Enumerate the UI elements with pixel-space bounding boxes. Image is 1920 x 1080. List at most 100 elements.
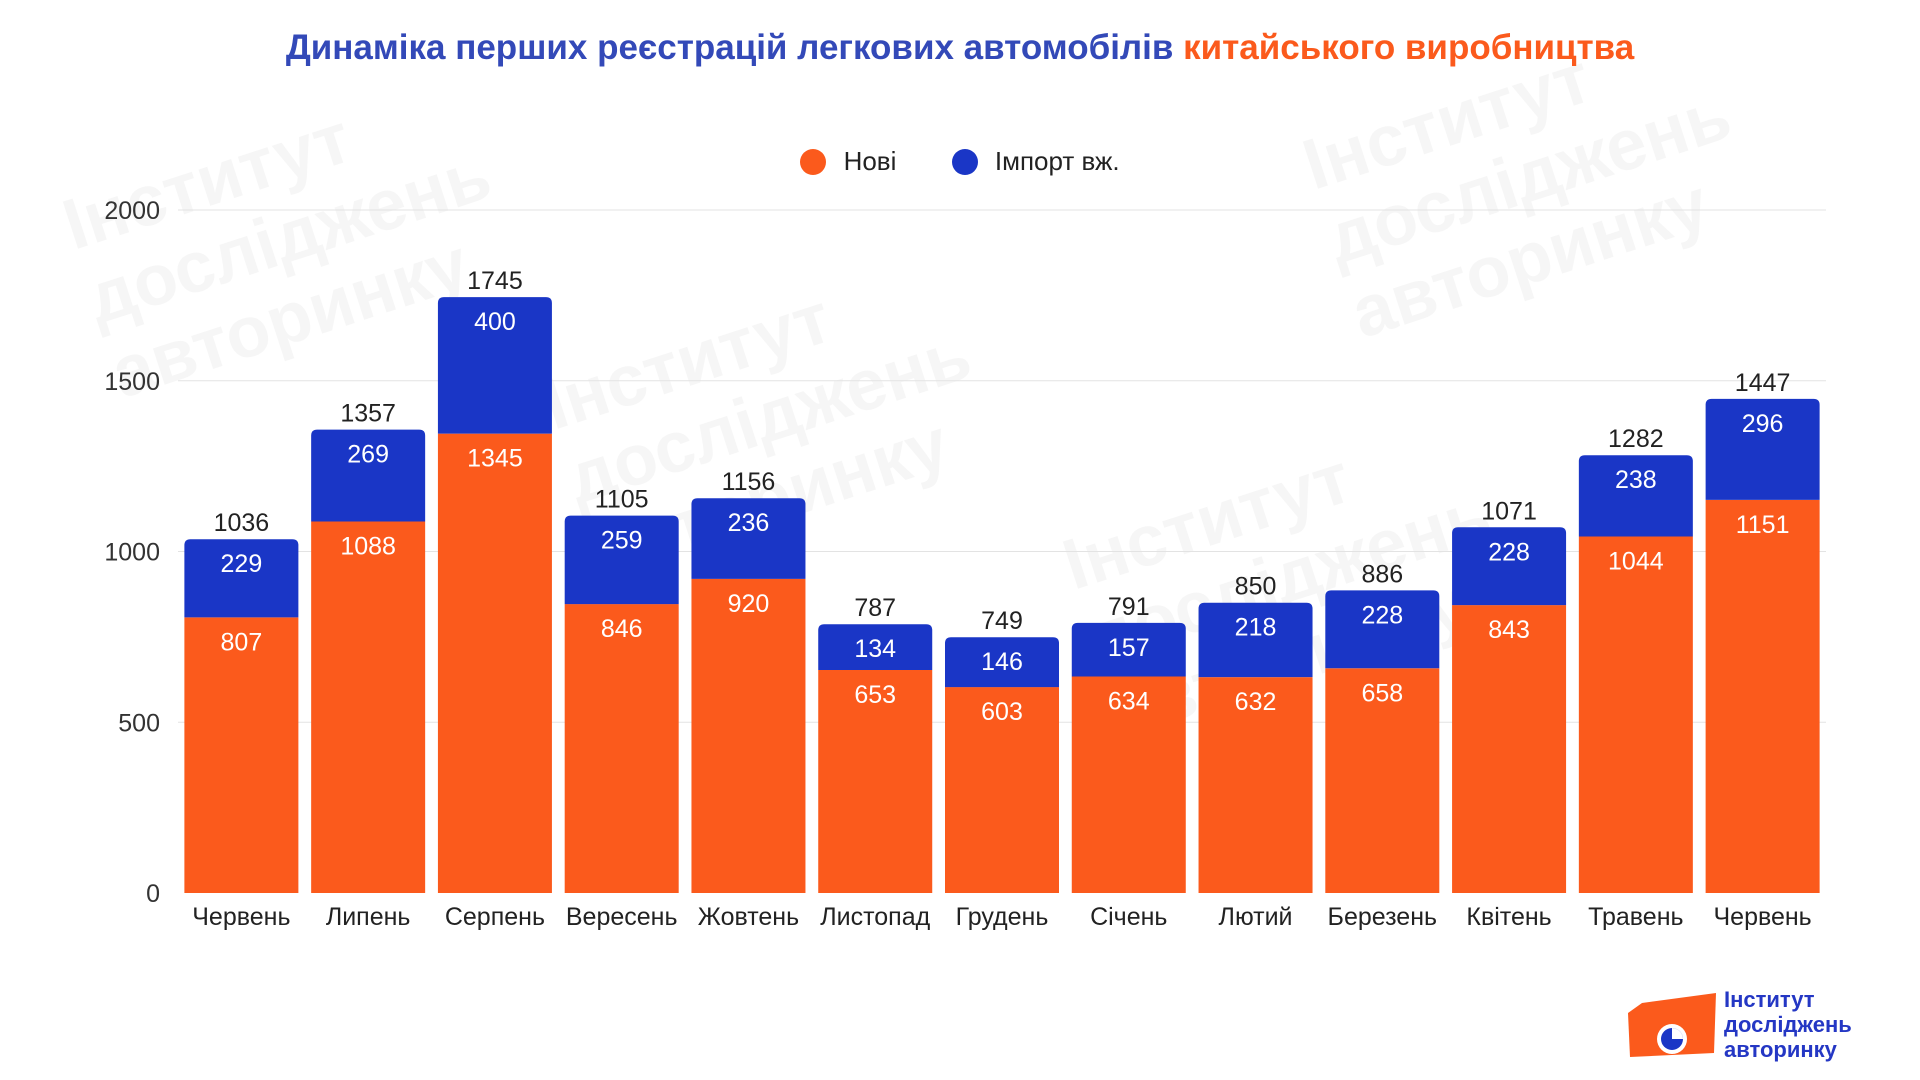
- bar-segment-import: [691, 498, 806, 579]
- bar-segment-import: [1325, 590, 1440, 669]
- bar-segment-import: [1452, 527, 1567, 606]
- x-tick-label: Вересень: [566, 903, 678, 931]
- data-label-total: 886: [1361, 560, 1403, 588]
- institute-logo: Інститут досліджень авторинку: [1624, 983, 1884, 1063]
- bar-segment-new: [564, 604, 679, 893]
- data-label-total: 1357: [340, 400, 396, 428]
- data-label-total: 1071: [1481, 497, 1537, 525]
- legend-item-new: Нові: [800, 146, 896, 177]
- bar-segment-import: [1705, 398, 1820, 500]
- data-label-new: 634: [1108, 687, 1150, 715]
- bar-segment-import: [437, 297, 552, 434]
- x-tick-label: Квітень: [1466, 903, 1551, 931]
- data-label-new: 1151: [1736, 511, 1790, 539]
- bar-segment-new: [945, 687, 1059, 893]
- bar-segment-new: [1705, 499, 1820, 893]
- x-tick-label: Серпень: [445, 903, 545, 931]
- legend-label-import: Імпорт вж.: [994, 145, 1120, 176]
- data-label-import: 134: [854, 635, 896, 663]
- bar-segment-import: [1198, 602, 1313, 678]
- bar-segment-new: [1325, 668, 1440, 893]
- bar-segment-new: [818, 670, 933, 893]
- chart-title-part1: Динаміка перших реєстрацій легкових авто…: [285, 28, 1174, 67]
- data-label-import: 269: [347, 441, 389, 469]
- data-label-total: 791: [1108, 593, 1150, 621]
- data-label-new: 603: [981, 698, 1023, 726]
- chart-title-part2: китайського виробництва: [1183, 28, 1635, 67]
- data-label-total: 1745: [467, 267, 523, 295]
- data-label-new: 843: [1488, 616, 1530, 644]
- data-label-import: 229: [221, 550, 263, 578]
- data-label-new: 658: [1361, 679, 1403, 707]
- bar-segment-new: [311, 521, 426, 893]
- x-tick-label: Липень: [326, 903, 411, 931]
- data-label-total: 749: [981, 607, 1023, 635]
- bar-segment-new: [1071, 676, 1186, 893]
- data-label-new: 846: [601, 615, 643, 643]
- data-label-import: 146: [981, 648, 1023, 676]
- legend-label-new: Нові: [843, 145, 897, 176]
- bar-segment-import: [184, 539, 299, 618]
- data-label-import: 228: [1361, 601, 1403, 629]
- x-tick-label: Червень: [1714, 903, 1812, 931]
- y-tick-label: 500: [118, 709, 160, 737]
- y-tick-label: 1500: [104, 368, 160, 396]
- bar-segment-import: [1578, 455, 1693, 537]
- data-label-total: 1105: [595, 486, 649, 514]
- legend-swatch-new: [800, 148, 827, 175]
- data-label-total: 787: [854, 594, 896, 622]
- data-label-total: 850: [1235, 573, 1277, 601]
- legend-swatch-import: [951, 148, 978, 175]
- x-tick-label: Червень: [192, 903, 290, 931]
- x-tick-label: Грудень: [956, 903, 1049, 931]
- data-label-new: 920: [728, 590, 770, 618]
- x-tick-label: Січень: [1090, 903, 1167, 931]
- bar-segment-import: [818, 624, 933, 671]
- data-label-import: 228: [1488, 538, 1530, 566]
- data-label-new: 632: [1235, 688, 1277, 716]
- bar-segment-new: [1452, 605, 1567, 893]
- x-tick-label: Лютий: [1219, 903, 1293, 931]
- x-tick-label: Жовтень: [698, 903, 799, 931]
- data-label-import: 218: [1235, 614, 1277, 642]
- legend: Нові Імпорт вж.: [0, 144, 1920, 177]
- bar-segment-new: [1578, 536, 1693, 893]
- bar-segment-new: [437, 433, 552, 893]
- data-label-import: 400: [474, 308, 516, 336]
- bar-segment-new: [1198, 677, 1313, 893]
- chart-title: Динаміка перших реєстрацій легкових авто…: [0, 28, 1920, 68]
- data-label-total: 1156: [722, 468, 776, 496]
- logo-text: Інститут досліджень авторинку: [1724, 987, 1852, 1062]
- bar-segment-import: [1071, 622, 1186, 677]
- y-tick-label: 2000: [104, 197, 160, 225]
- data-label-new: 1345: [467, 445, 523, 473]
- bar-segment-new: [184, 617, 299, 893]
- bar-segment-import: [945, 637, 1059, 688]
- logo-line: авторинку: [1724, 1037, 1837, 1062]
- data-label-import: 238: [1615, 466, 1657, 494]
- data-label-total: 1282: [1608, 425, 1664, 453]
- data-label-import: 296: [1742, 410, 1784, 438]
- data-label-new: 807: [221, 628, 263, 656]
- data-label-import: 236: [728, 509, 770, 537]
- x-tick-label: Березень: [1328, 903, 1438, 931]
- y-tick-label: 1000: [104, 539, 160, 567]
- data-label-new: 1088: [340, 532, 396, 560]
- bar-segment-import: [564, 515, 679, 605]
- x-tick-label: Листопад: [820, 903, 930, 931]
- data-label-new: 653: [854, 681, 896, 709]
- logo-icon: [1628, 993, 1716, 1057]
- data-label-total: 1447: [1735, 369, 1791, 397]
- logo-line: Інститут: [1724, 987, 1815, 1012]
- x-tick-label: Травень: [1588, 903, 1683, 931]
- logo-line: досліджень: [1724, 1012, 1852, 1037]
- bar-segment-import: [311, 429, 426, 522]
- data-label-new: 1044: [1608, 547, 1664, 575]
- data-label-import: 259: [601, 527, 643, 555]
- data-label-total: 1036: [214, 509, 270, 537]
- y-tick-label: 0: [146, 880, 160, 908]
- data-label-import: 157: [1108, 634, 1150, 662]
- legend-item-import: Імпорт вж.: [951, 145, 1120, 177]
- bar-segment-new: [691, 578, 806, 893]
